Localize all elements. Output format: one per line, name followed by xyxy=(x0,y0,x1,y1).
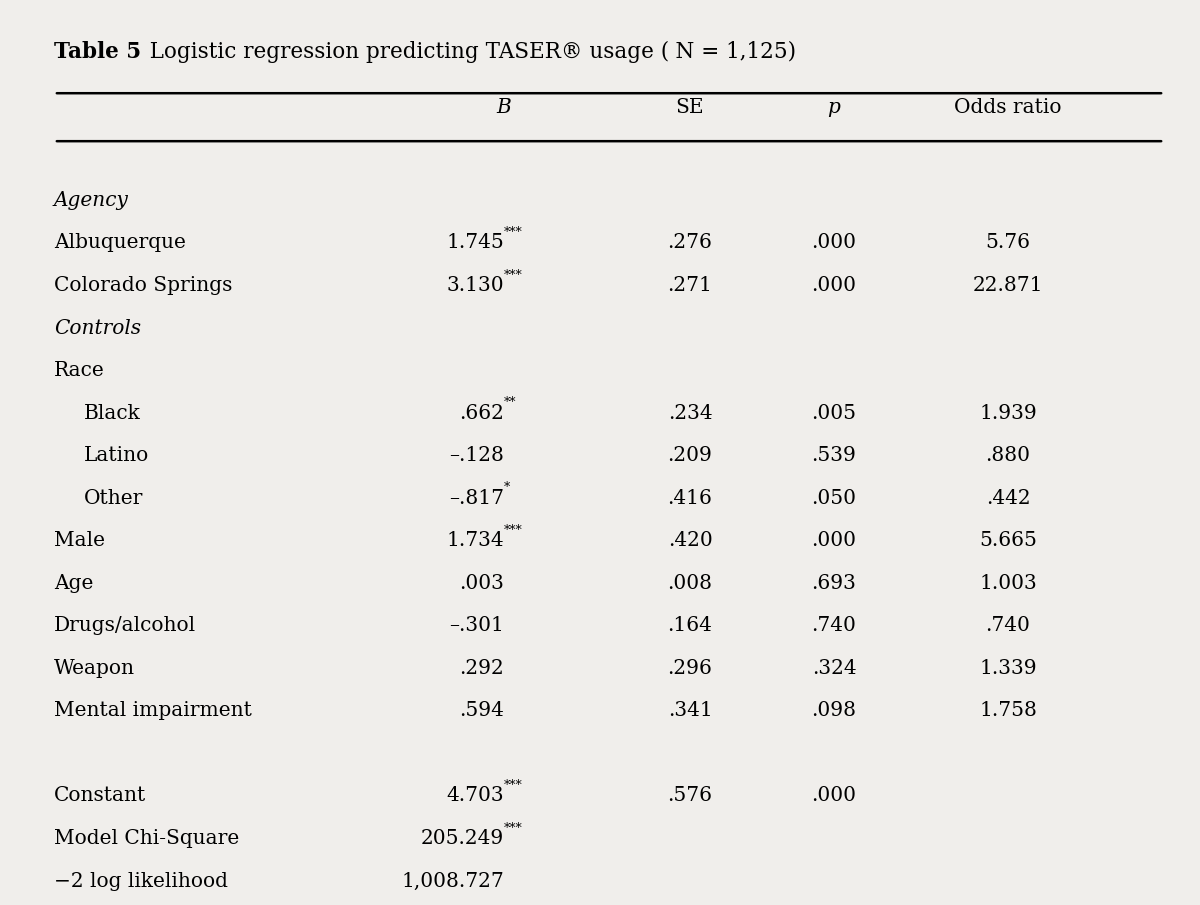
Text: .003: .003 xyxy=(460,574,504,593)
Text: 1.745: 1.745 xyxy=(446,233,504,252)
Text: 205.249: 205.249 xyxy=(421,829,504,848)
Text: 5.76: 5.76 xyxy=(985,233,1031,252)
Text: .341: .341 xyxy=(667,701,713,720)
Text: –.817: –.817 xyxy=(449,489,504,508)
Text: Odds ratio: Odds ratio xyxy=(954,98,1062,117)
Text: .594: .594 xyxy=(460,701,504,720)
Text: 1.939: 1.939 xyxy=(979,404,1037,423)
Text: 22.871: 22.871 xyxy=(973,276,1043,295)
Text: *: * xyxy=(504,481,510,494)
Text: Controls: Controls xyxy=(54,319,142,338)
Text: .324: .324 xyxy=(811,659,857,678)
Text: .000: .000 xyxy=(811,786,857,805)
Text: −2 log likelihood: −2 log likelihood xyxy=(54,872,228,891)
Text: Constant: Constant xyxy=(54,786,146,805)
Text: .000: .000 xyxy=(811,276,857,295)
Text: .880: .880 xyxy=(985,446,1031,465)
Text: Colorado Springs: Colorado Springs xyxy=(54,276,233,295)
Text: Albuquerque: Albuquerque xyxy=(54,233,186,252)
Text: .416: .416 xyxy=(667,489,713,508)
Text: .005: .005 xyxy=(811,404,857,423)
Text: SE: SE xyxy=(676,98,704,117)
Text: Table 5: Table 5 xyxy=(54,41,142,62)
Text: Drugs/alcohol: Drugs/alcohol xyxy=(54,616,196,635)
Text: 3.130: 3.130 xyxy=(446,276,504,295)
Text: .276: .276 xyxy=(667,233,713,252)
Text: Age: Age xyxy=(54,574,94,593)
Text: ***: *** xyxy=(504,524,523,537)
Text: Agency: Agency xyxy=(54,191,128,210)
Text: Latino: Latino xyxy=(84,446,149,465)
Text: .693: .693 xyxy=(811,574,857,593)
Text: .442: .442 xyxy=(985,489,1031,508)
Text: 1.758: 1.758 xyxy=(979,701,1037,720)
Text: –.301: –.301 xyxy=(449,616,504,635)
Text: .662: .662 xyxy=(460,404,504,423)
Text: .420: .420 xyxy=(667,531,713,550)
Text: 1.339: 1.339 xyxy=(979,659,1037,678)
Text: 4.703: 4.703 xyxy=(446,786,504,805)
Text: .296: .296 xyxy=(667,659,713,678)
Text: 1,008.727: 1,008.727 xyxy=(401,872,504,891)
Text: B: B xyxy=(497,98,511,117)
Text: **: ** xyxy=(504,396,516,409)
Text: .164: .164 xyxy=(667,616,713,635)
Text: ***: *** xyxy=(504,822,523,834)
Text: Weapon: Weapon xyxy=(54,659,134,678)
Text: Other: Other xyxy=(84,489,143,508)
Text: .000: .000 xyxy=(811,233,857,252)
Text: .098: .098 xyxy=(811,701,857,720)
Text: Model Chi-Square: Model Chi-Square xyxy=(54,829,239,848)
Text: 1.734: 1.734 xyxy=(446,531,504,550)
Text: Logistic regression predicting TASER® usage (  N = 1,125): Logistic regression predicting TASER® us… xyxy=(136,41,796,62)
Text: .740: .740 xyxy=(811,616,857,635)
Text: ***: *** xyxy=(504,779,523,792)
Text: .008: .008 xyxy=(667,574,713,593)
Text: Black: Black xyxy=(84,404,140,423)
Text: .292: .292 xyxy=(460,659,504,678)
Text: Race: Race xyxy=(54,361,104,380)
Text: Male: Male xyxy=(54,531,106,550)
Text: .209: .209 xyxy=(667,446,713,465)
Text: p: p xyxy=(828,98,840,117)
Text: ***: *** xyxy=(504,269,523,281)
Text: .050: .050 xyxy=(811,489,857,508)
Text: .000: .000 xyxy=(811,531,857,550)
Text: .539: .539 xyxy=(811,446,857,465)
Text: .740: .740 xyxy=(985,616,1031,635)
Text: ***: *** xyxy=(504,226,523,239)
Text: –.128: –.128 xyxy=(449,446,504,465)
Text: 1.003: 1.003 xyxy=(979,574,1037,593)
Text: Mental impairment: Mental impairment xyxy=(54,701,252,720)
Text: .271: .271 xyxy=(667,276,713,295)
Text: .234: .234 xyxy=(667,404,713,423)
Text: .576: .576 xyxy=(667,786,713,805)
Text: 5.665: 5.665 xyxy=(979,531,1037,550)
